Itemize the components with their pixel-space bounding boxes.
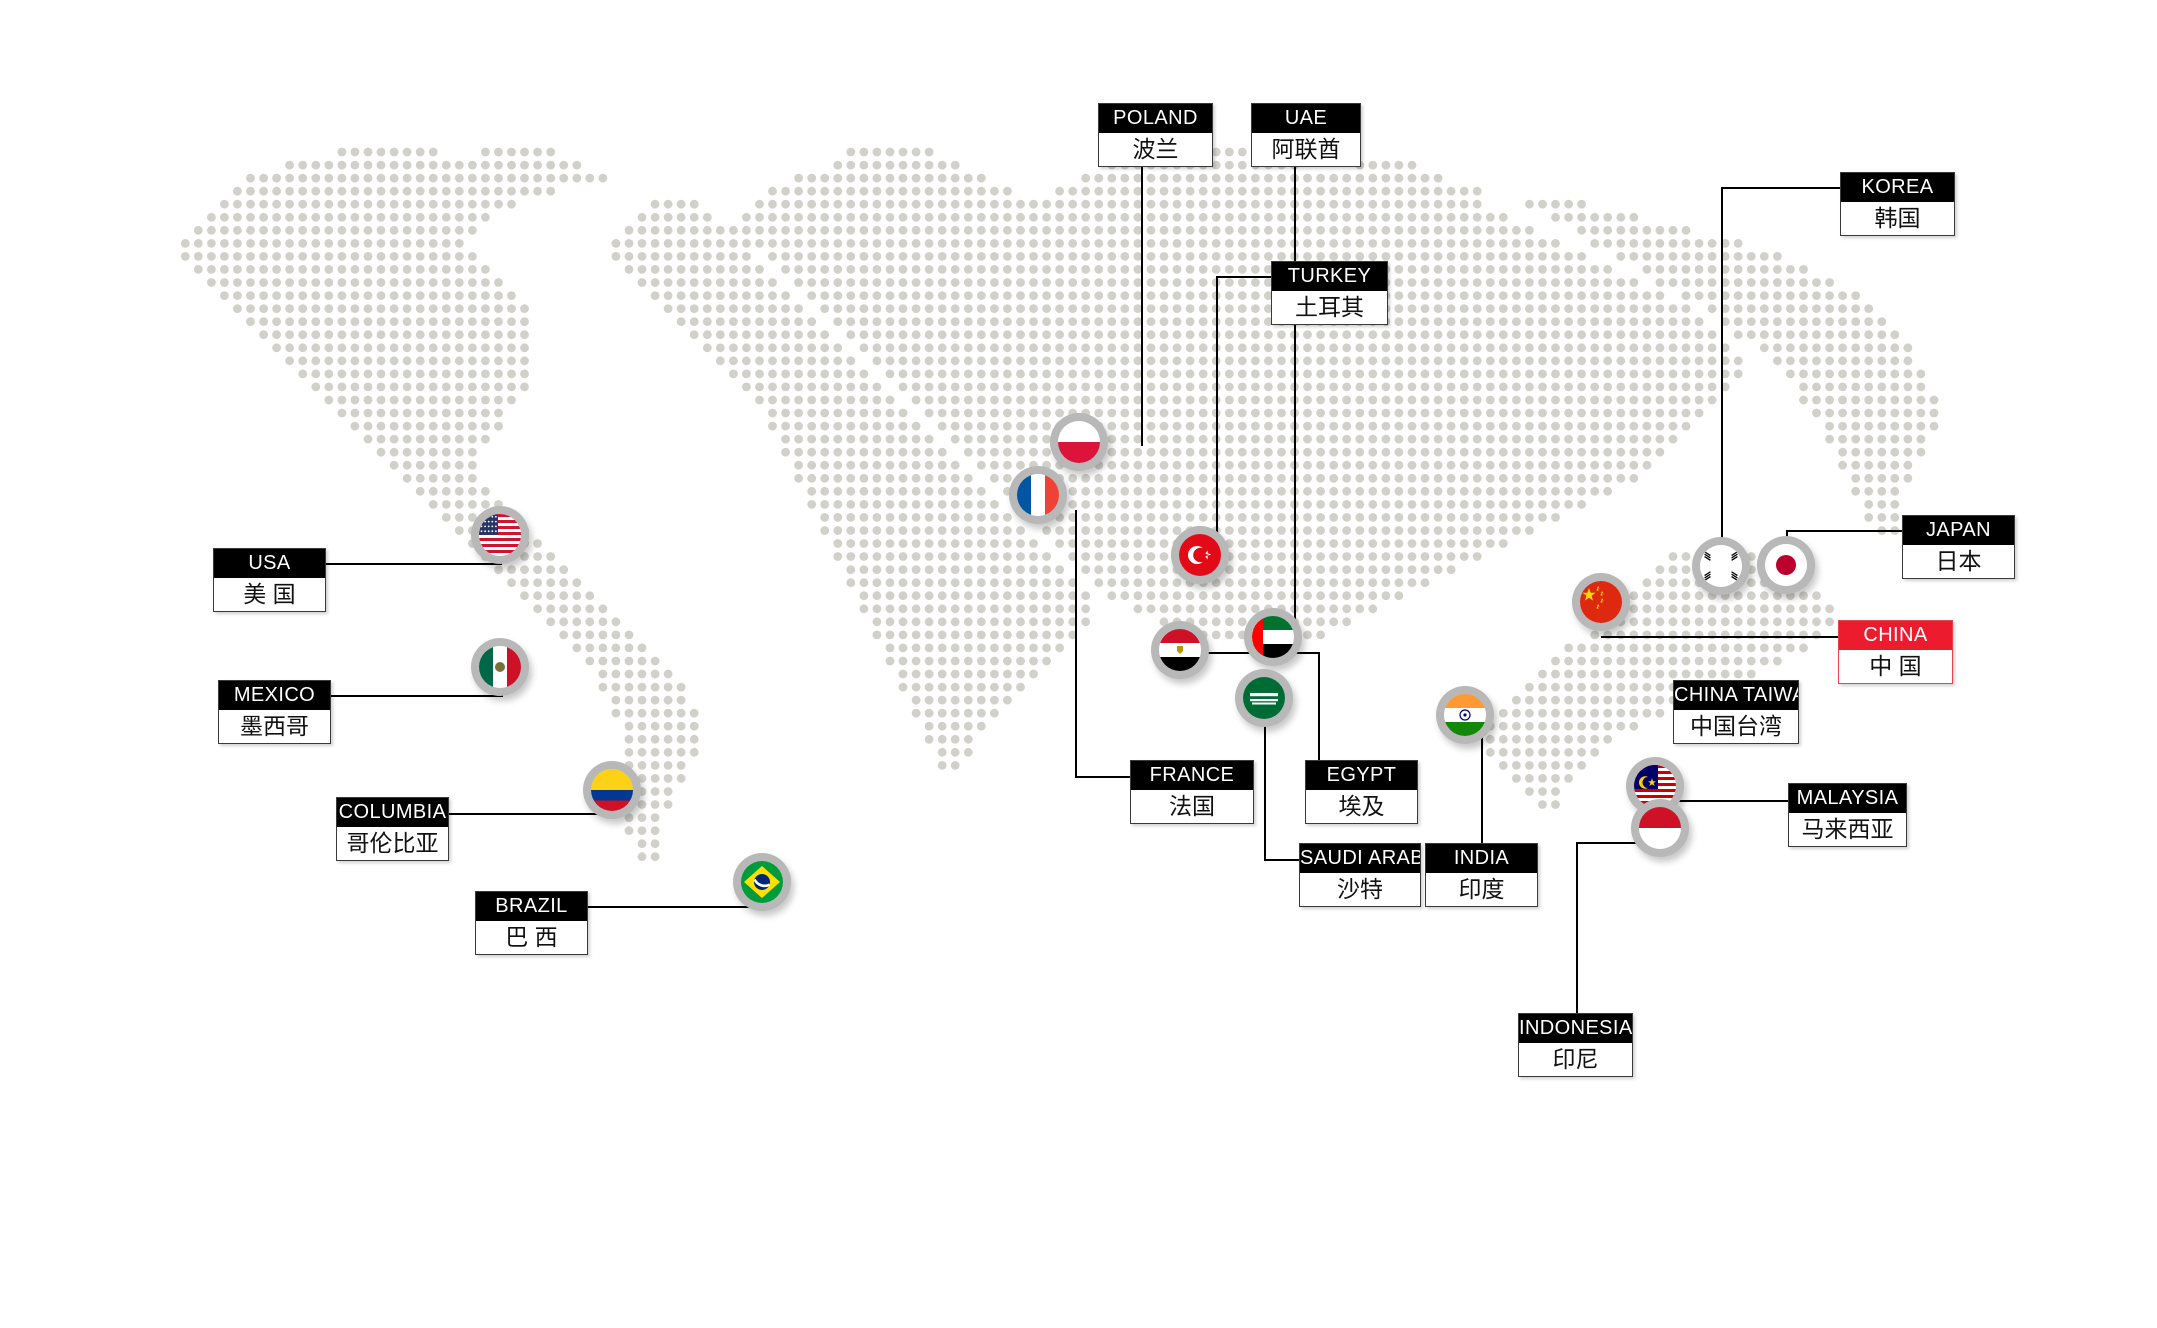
country-label-en-turkey: TURKEY — [1272, 262, 1387, 291]
country-label-en-france: FRANCE — [1131, 761, 1253, 790]
flag-poland-icon — [1058, 421, 1100, 463]
flag-saudi-icon — [1243, 677, 1285, 719]
flag-marker-korea[interactable] — [1689, 537, 1753, 595]
country-label-en-usa: USA — [214, 549, 325, 578]
flag-india-icon — [1444, 694, 1486, 736]
country-label-cn-japan: 日本 — [1903, 545, 2014, 578]
flag-marker-columbia[interactable] — [580, 761, 644, 819]
flag-marker-usa[interactable] — [468, 506, 532, 564]
country-label-malaysia[interactable]: MALAYSIA 马来西亚 — [1788, 783, 1907, 847]
country-label-cn-brazil: 巴 西 — [476, 921, 587, 954]
flag-marker-saudi-arabia[interactable] — [1232, 669, 1296, 727]
country-label-en-saudi-arabia: SAUDI ARABIA — [1300, 844, 1420, 873]
country-label-brazil[interactable]: BRAZIL 巴 西 — [475, 891, 588, 955]
country-label-egypt[interactable]: EGYPT 埃及 — [1305, 760, 1418, 824]
country-label-japan[interactable]: JAPAN 日本 — [1902, 515, 2015, 579]
flag-usa-icon — [479, 514, 521, 556]
country-label-korea[interactable]: KOREA 韩国 — [1840, 172, 1955, 236]
flag-marker-uae[interactable] — [1241, 608, 1305, 666]
flag-korea-icon — [1700, 545, 1742, 587]
flag-marker-turkey[interactable] — [1168, 526, 1232, 584]
flag-marker-france[interactable] — [1006, 466, 1070, 524]
country-label-cn-china: 中 国 — [1839, 650, 1952, 683]
country-label-en-mexico: MEXICO — [219, 681, 330, 710]
country-label-cn-india: 印度 — [1426, 873, 1537, 906]
flag-marker-mexico[interactable] — [468, 638, 532, 696]
country-label-en-japan: JAPAN — [1903, 516, 2014, 545]
country-label-usa[interactable]: USA 美 国 — [213, 548, 326, 612]
country-label-en-china-taiwan: CHINA TAIWAN — [1674, 681, 1798, 710]
flag-marker-japan[interactable] — [1754, 536, 1818, 594]
country-label-en-columbia: COLUMBIA — [337, 798, 448, 827]
country-label-en-china: CHINA — [1839, 621, 1952, 650]
country-label-en-poland: POLAND — [1099, 104, 1212, 133]
country-label-india[interactable]: INDIA 印度 — [1425, 843, 1538, 907]
flag-marker-china[interactable] — [1569, 573, 1633, 631]
country-label-cn-china-taiwan: 中国台湾 — [1674, 710, 1798, 743]
country-label-en-egypt: EGYPT — [1306, 761, 1417, 790]
flag-marker-poland[interactable] — [1047, 413, 1111, 471]
flag-brazil-icon — [741, 861, 783, 903]
country-label-en-malaysia: MALAYSIA — [1789, 784, 1906, 813]
country-label-cn-uae: 阿联酋 — [1252, 133, 1360, 166]
flag-marker-indonesia[interactable] — [1628, 799, 1692, 857]
country-label-en-india: INDIA — [1426, 844, 1537, 873]
country-label-cn-france: 法国 — [1131, 790, 1253, 823]
flag-japan-icon — [1765, 544, 1807, 586]
country-label-en-korea: KOREA — [1841, 173, 1954, 202]
flag-france-icon — [1017, 474, 1059, 516]
country-label-en-brazil: BRAZIL — [476, 892, 587, 921]
country-label-cn-egypt: 埃及 — [1306, 790, 1417, 823]
country-label-en-indonesia: INDONESIA — [1519, 1014, 1632, 1043]
country-label-china[interactable]: CHINA 中 国 — [1838, 620, 1953, 684]
country-label-uae[interactable]: UAE 阿联酋 — [1251, 103, 1361, 167]
flag-marker-india[interactable] — [1433, 686, 1497, 744]
country-label-saudi-arabia[interactable]: SAUDI ARABIA沙特 — [1299, 843, 1421, 907]
country-label-cn-mexico: 墨西哥 — [219, 710, 330, 743]
country-label-cn-columbia: 哥伦比亚 — [337, 827, 448, 860]
country-label-indonesia[interactable]: INDONESIA 印尼 — [1518, 1013, 1633, 1077]
country-label-mexico[interactable]: MEXICO 墨西哥 — [218, 680, 331, 744]
flag-uae-icon — [1252, 616, 1294, 658]
country-label-en-uae: UAE — [1252, 104, 1360, 133]
flag-columbia-icon — [591, 769, 633, 811]
country-label-cn-usa: 美 国 — [214, 578, 325, 611]
country-label-poland[interactable]: POLAND 波兰 — [1098, 103, 1213, 167]
country-label-columbia[interactable]: COLUMBIA 哥伦比亚 — [336, 797, 449, 861]
flag-mexico-icon — [479, 646, 521, 688]
flag-china-icon — [1580, 581, 1622, 623]
country-label-china-taiwan[interactable]: CHINA TAIWAN中国台湾 — [1673, 680, 1799, 744]
country-label-cn-saudi-arabia: 沙特 — [1300, 873, 1420, 906]
country-label-turkey[interactable]: TURKEY 土耳其 — [1271, 261, 1388, 325]
country-label-cn-turkey: 土耳其 — [1272, 291, 1387, 324]
country-label-cn-poland: 波兰 — [1099, 133, 1212, 166]
country-label-cn-malaysia: 马来西亚 — [1789, 813, 1906, 846]
flag-egypt-icon — [1159, 629, 1201, 671]
country-label-cn-korea: 韩国 — [1841, 202, 1954, 235]
flag-turkey-icon — [1179, 534, 1221, 576]
country-label-cn-indonesia: 印尼 — [1519, 1043, 1632, 1076]
flag-indonesia-icon — [1639, 807, 1681, 849]
flag-marker-brazil[interactable] — [730, 853, 794, 911]
flag-marker-egypt[interactable] — [1148, 621, 1212, 679]
country-label-france[interactable]: FRANCE 法国 — [1130, 760, 1254, 824]
